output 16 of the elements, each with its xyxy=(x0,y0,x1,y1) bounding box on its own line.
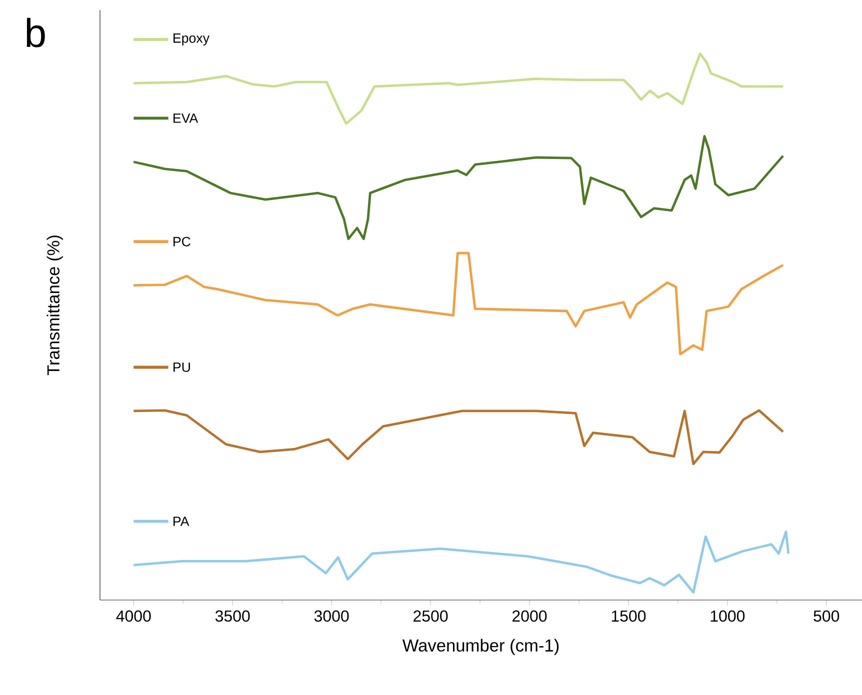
text: b xyxy=(26,18,45,48)
x-tick-label: 500 xyxy=(814,610,840,622)
x-tick-label: 1000 xyxy=(710,610,745,622)
x-tick-label: 3000 xyxy=(314,610,349,622)
legend-label: PU xyxy=(174,362,190,372)
y-axis-title: Transmittance (%) xyxy=(46,236,63,376)
x-tick-label: 4000 xyxy=(116,610,151,622)
legend-label: EVA xyxy=(174,114,198,123)
x-tick-label: 2500 xyxy=(414,610,448,622)
legend-label: PA xyxy=(174,516,190,526)
x-tick-label: 3500 xyxy=(215,610,250,622)
x-axis-title: Wavenumber (cm-1) xyxy=(402,638,559,656)
legend-label: PC xyxy=(174,236,190,246)
x-tick-label: 1500 xyxy=(612,610,646,622)
x-tick-label: 2000 xyxy=(512,610,547,622)
legend-label: Epoxy xyxy=(174,34,210,46)
